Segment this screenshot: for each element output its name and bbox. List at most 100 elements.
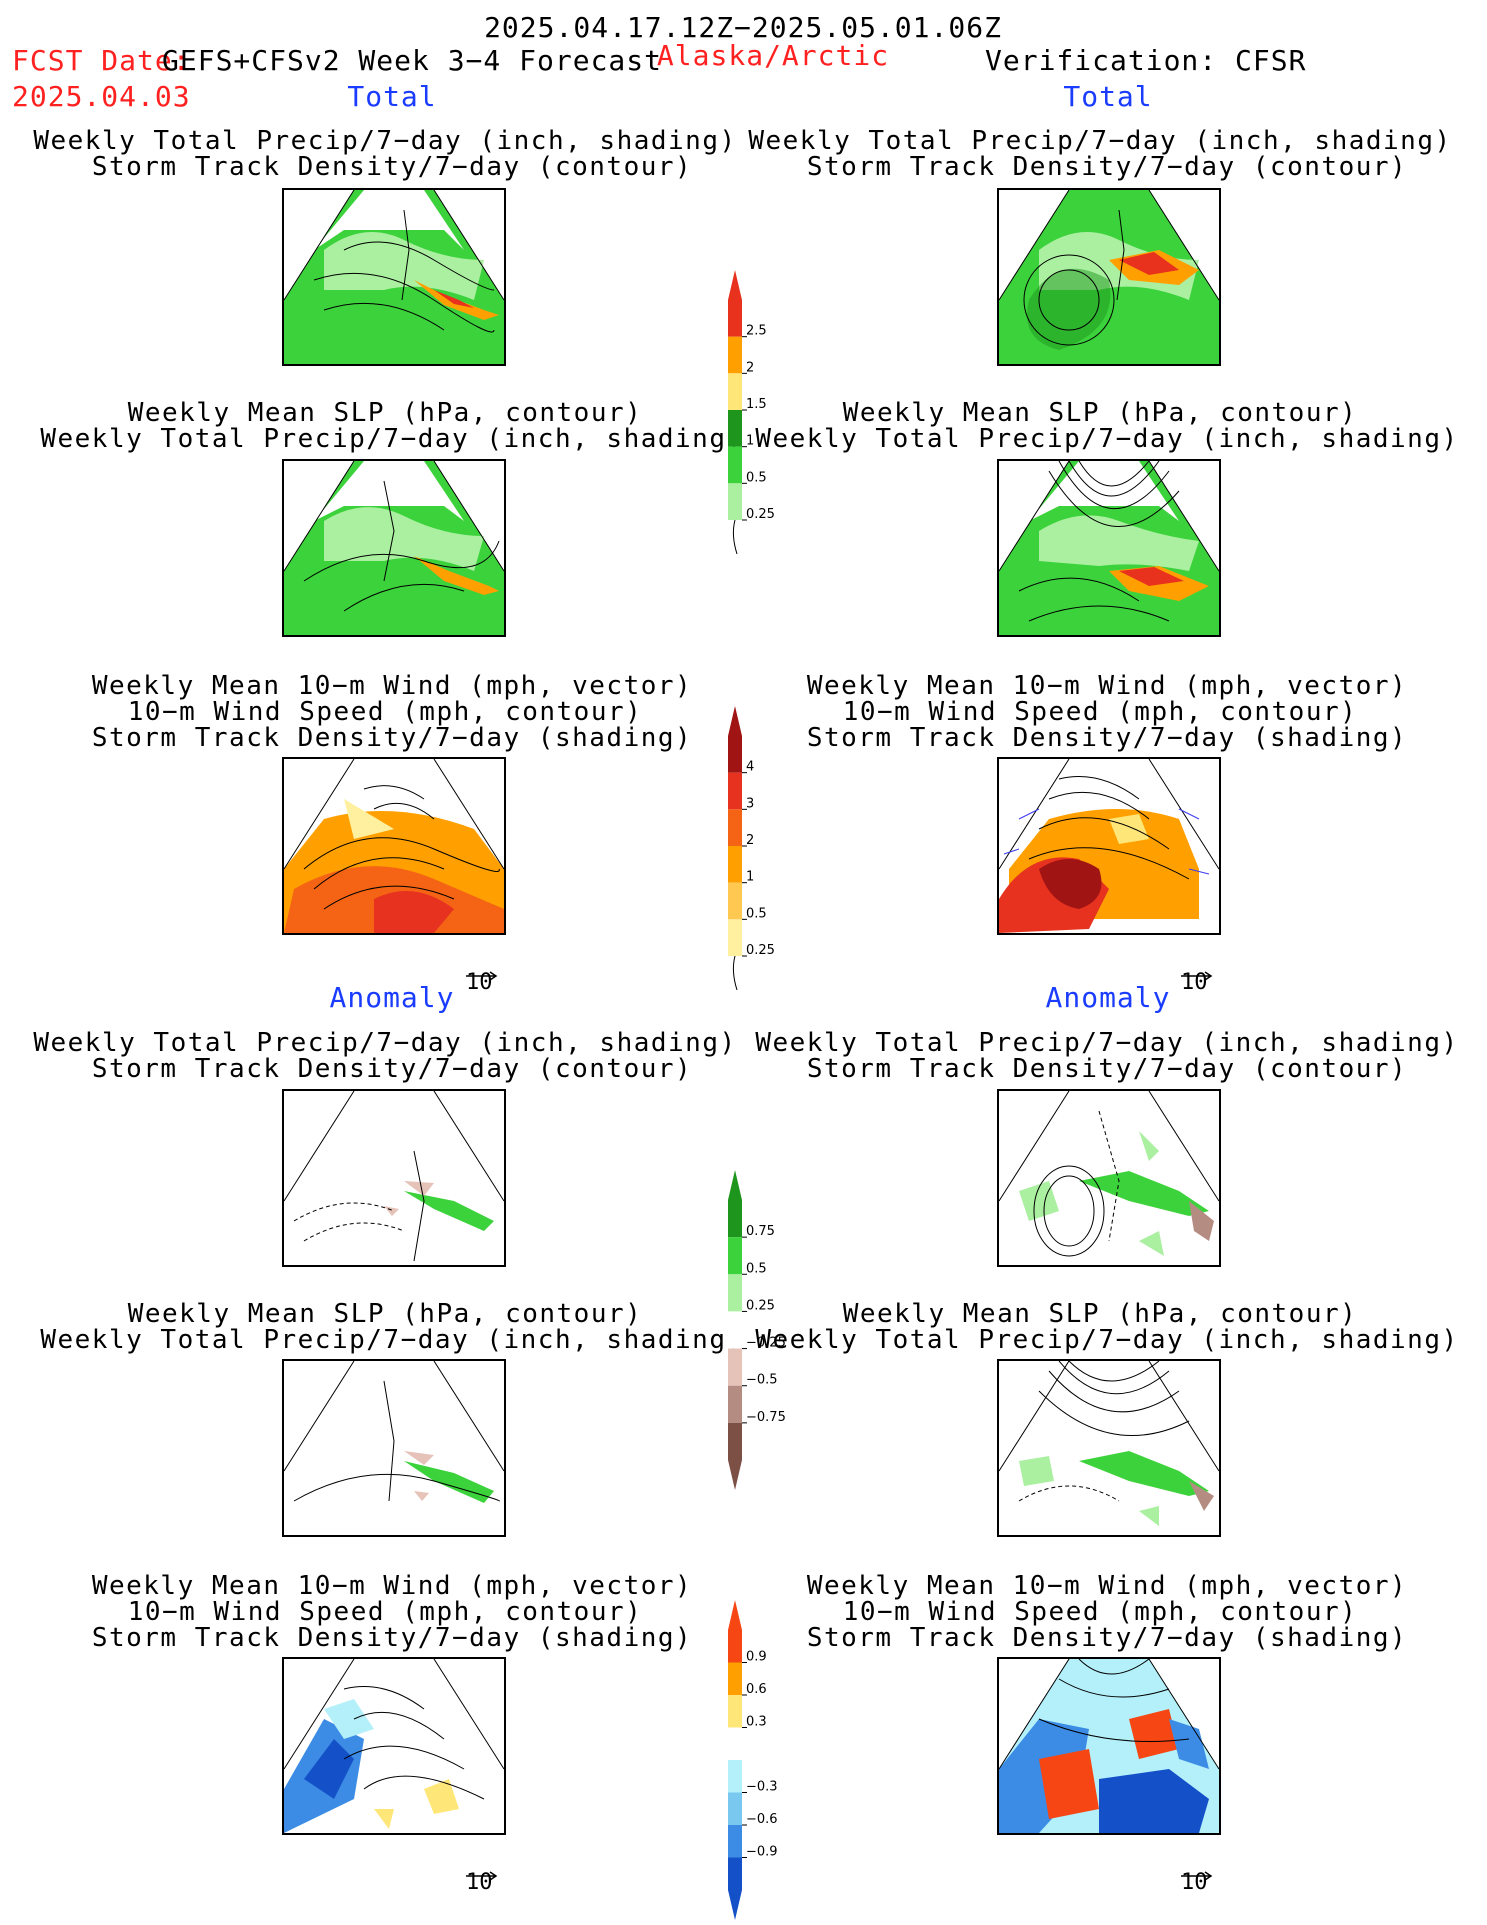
colorbar-label: 4 bbox=[746, 760, 754, 775]
colorbar-label: 2 bbox=[746, 360, 754, 375]
panel-title-line: 10−m Wind Speed (mph, contour) bbox=[842, 697, 1358, 727]
panel-title-line: Weekly Total Precip/7−day (inch, shading… bbox=[40, 1325, 744, 1355]
panel-title-line: Storm Track Density/7−day (shading) bbox=[806, 1623, 1408, 1653]
colorbar-swatch bbox=[728, 736, 742, 773]
colorbar-cap-bottom bbox=[732, 519, 738, 555]
vector-reference-arrow bbox=[1181, 962, 1215, 987]
colorbar-label: 3 bbox=[746, 796, 754, 811]
colorbar-swatch bbox=[728, 1792, 742, 1825]
panel-title-line: 10−m Wind Speed (mph, contour) bbox=[127, 697, 643, 727]
map-panel-fcst-anom-precip-track bbox=[282, 1089, 506, 1267]
colorbar-label: 0.6 bbox=[746, 1682, 767, 1697]
section-anomaly-left: Anomaly bbox=[329, 981, 455, 1014]
fcst-date-label: FCST Date: bbox=[12, 44, 191, 77]
vector-reference-label: 10 bbox=[466, 970, 493, 995]
panel-title-line: Weekly Total Precip/7−day (inch, shading… bbox=[33, 1028, 737, 1058]
colorbar-label: 0.75 bbox=[746, 1224, 775, 1239]
colorbar-label: 1.5 bbox=[746, 397, 767, 412]
colorbar-label: −0.25 bbox=[746, 1336, 786, 1351]
map-panel-obs-anom-wind-track bbox=[997, 1657, 1221, 1835]
colorbar-label: 2.5 bbox=[746, 324, 767, 339]
colorbar-track-anom-graphic: 0.9 0.6 0.3 −0.3 −0.6 −0.9 bbox=[728, 1600, 778, 1920]
colorbar-precip-anom-graphic: 0.75 0.5 0.25 −0.25 −0.5 −0.75 bbox=[728, 1170, 786, 1490]
colorbar-swatch bbox=[728, 1760, 742, 1793]
colorbar-swatch bbox=[728, 410, 742, 447]
colorbar-swatch bbox=[728, 1727, 742, 1760]
colorbar-track-total-graphic: 4 3 2 1 0.5 0.25 bbox=[728, 706, 775, 991]
colorbar-swatch bbox=[728, 300, 742, 337]
colorbar-precip-anom: 0.75 0.5 0.25 −0.25 −0.5 −0.75 bbox=[722, 1170, 842, 1490]
map-panel-fcst-anom-wind-track bbox=[282, 1657, 506, 1835]
map-panel-obs-total-wind-track bbox=[997, 757, 1221, 935]
map-panel-fcst-total-slp-precip bbox=[282, 459, 506, 637]
colorbar-swatch bbox=[728, 882, 742, 920]
colorbar-swatch bbox=[728, 1662, 742, 1695]
colorbar-cap-top bbox=[728, 270, 742, 300]
map-panel-fcst-total-wind-track bbox=[282, 757, 506, 935]
panel-title-line: Storm Track Density/7−day (shading) bbox=[91, 1623, 693, 1653]
colorbar-label: 0.25 bbox=[746, 507, 775, 522]
panel-title-line: Storm Track Density/7−day (contour) bbox=[806, 1054, 1408, 1084]
colorbar-label: −0.5 bbox=[746, 1373, 778, 1388]
model-label: GEFS+CFSv2 Week 3−4 Forecast bbox=[162, 44, 663, 77]
colorbar-label: −0.3 bbox=[746, 1780, 778, 1795]
panel-title-line: Weekly Total Precip/7−day (inch, shading… bbox=[755, 424, 1459, 454]
fcst-date-value: 2025.04.03 bbox=[12, 80, 191, 113]
colorbar-swatch bbox=[728, 1348, 742, 1386]
panel-title-line: Storm Track Density/7−day (shading) bbox=[806, 723, 1408, 753]
colorbar-label: −0.75 bbox=[746, 1410, 786, 1425]
panel-title-line: Weekly Total Precip/7−day (inch, shading… bbox=[40, 424, 744, 454]
colorbar-cap-top bbox=[728, 1600, 742, 1630]
colorbar-swatch bbox=[728, 846, 742, 883]
map-panel-obs-total-precip-track bbox=[997, 188, 1221, 366]
colorbar-label: −0.9 bbox=[746, 1845, 778, 1860]
panel-title-line: 10−m Wind Speed (mph, contour) bbox=[842, 1597, 1358, 1627]
colorbar-precip-total: 2.5 2 1.5 1 0.5 0.25 bbox=[722, 270, 842, 564]
colorbar-label: 0.25 bbox=[746, 1298, 775, 1313]
vector-reference-arrow bbox=[466, 1862, 500, 1887]
panel-title-line: Weekly Mean SLP (hPa, contour) bbox=[842, 1299, 1358, 1329]
vector-reference-arrow bbox=[1181, 1862, 1215, 1887]
panel-title-line: Weekly Mean 10−m Wind (mph, vector) bbox=[806, 1571, 1408, 1601]
map-panel-fcst-total-precip-track bbox=[282, 188, 506, 366]
colorbar-swatch bbox=[728, 1200, 742, 1238]
section-total-right: Total bbox=[1063, 80, 1153, 113]
colorbar-cap-bottom bbox=[728, 1460, 742, 1490]
panel-title-line: Weekly Total Precip/7−day (inch, shading… bbox=[748, 126, 1452, 156]
colorbar-label: 1 bbox=[746, 870, 754, 885]
panel-title-line: 10−m Wind Speed (mph, contour) bbox=[127, 1597, 643, 1627]
map-panel-obs-anom-slp-precip bbox=[997, 1359, 1221, 1537]
section-anomaly-right: Anomaly bbox=[1045, 981, 1171, 1014]
panel-title-line: Weekly Total Precip/7−day (inch, shading… bbox=[755, 1325, 1459, 1355]
colorbar-track-anom: 0.9 0.6 0.3 −0.3 −0.6 −0.9 bbox=[722, 1600, 842, 1920]
vector-reference-arrow bbox=[466, 962, 500, 987]
colorbar-swatch bbox=[728, 446, 742, 484]
colorbar-swatch bbox=[728, 1857, 742, 1890]
panel-title-line: Storm Track Density/7−day (contour) bbox=[91, 1054, 693, 1084]
vector-reference-label: 10 bbox=[1181, 970, 1208, 995]
colorbar-swatch bbox=[728, 1422, 742, 1460]
colorbar-cap-top bbox=[728, 1170, 742, 1200]
vector-reference-label: 10 bbox=[466, 1870, 493, 1895]
colorbar-label: 0.5 bbox=[746, 1261, 767, 1276]
panel-title-line: Weekly Mean SLP (hPa, contour) bbox=[842, 398, 1358, 428]
colorbar-label: 0.3 bbox=[746, 1715, 767, 1730]
panel-title-line: Weekly Total Precip/7−day (inch, shading… bbox=[33, 126, 737, 156]
panel-title-line: Storm Track Density/7−day (shading) bbox=[91, 723, 693, 753]
verification-label: Verification: CFSR bbox=[985, 44, 1307, 77]
panel-title-line: Weekly Total Precip/7−day (inch, shading… bbox=[755, 1028, 1459, 1058]
colorbar-swatch bbox=[728, 1274, 742, 1312]
colorbar-cap-bottom bbox=[728, 1890, 742, 1920]
colorbar-label: 2 bbox=[746, 833, 754, 848]
panel-title-line: Weekly Mean SLP (hPa, contour) bbox=[127, 1299, 643, 1329]
colorbar-swatch bbox=[728, 1630, 742, 1663]
map-panel-obs-anom-precip-track bbox=[997, 1089, 1221, 1267]
colorbar-cap-bottom bbox=[732, 955, 738, 991]
colorbar-swatch bbox=[728, 1825, 742, 1858]
map-panel-fcst-anom-slp-precip bbox=[282, 1359, 506, 1537]
section-total-left: Total bbox=[347, 80, 437, 113]
map-panel-obs-total-slp-precip bbox=[997, 459, 1221, 637]
colorbar-swatch bbox=[728, 1237, 742, 1275]
colorbar-label: 0.25 bbox=[746, 943, 775, 958]
colorbar-swatch bbox=[728, 919, 742, 956]
